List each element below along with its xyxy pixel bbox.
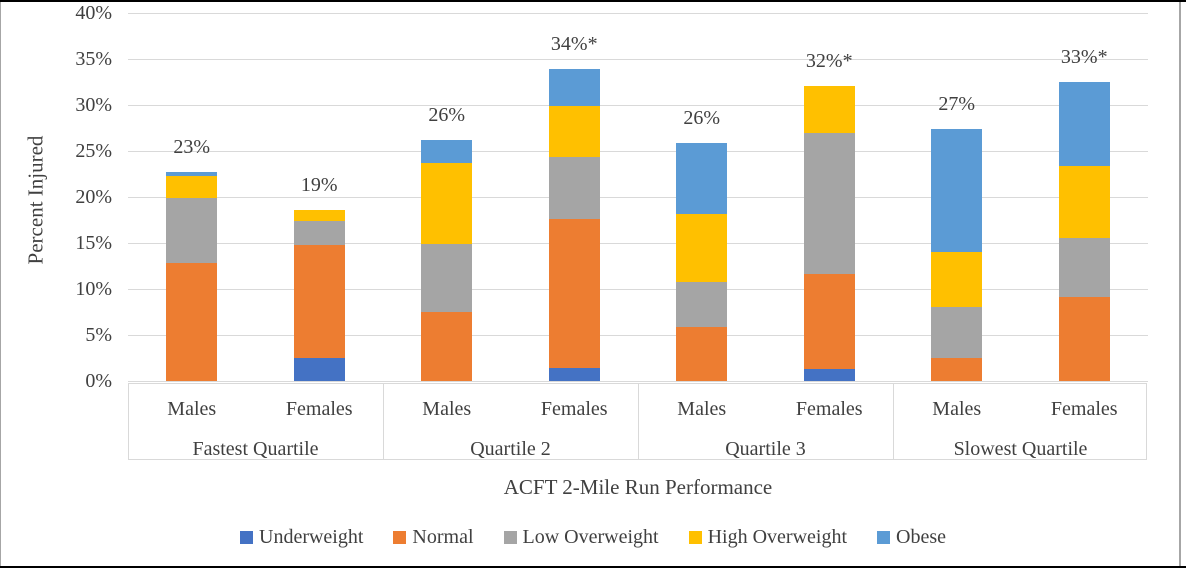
bar-total-label: 33%* bbox=[1060, 46, 1108, 68]
legend-label: Obese bbox=[896, 525, 946, 548]
y-tick-label: 20% bbox=[75, 186, 112, 208]
bar-segment-normal bbox=[931, 358, 983, 381]
figure-bottom-border bbox=[0, 566, 1186, 568]
bar-segment-high-overweight bbox=[548, 105, 600, 157]
y-tick-label: 25% bbox=[75, 140, 112, 162]
figure-left-border bbox=[0, 2, 1, 566]
bar-total-label: 23% bbox=[173, 136, 211, 159]
bar-total-label: 26% bbox=[683, 106, 721, 129]
group-label: Quartile 2 bbox=[470, 438, 551, 460]
y-tick-label: 0% bbox=[85, 370, 112, 392]
bar-segment-normal bbox=[548, 219, 600, 369]
category-group-divider bbox=[383, 383, 384, 460]
gridline bbox=[128, 151, 1148, 152]
legend-label: High Overweight bbox=[707, 525, 848, 548]
bar-segment-low-overweight bbox=[166, 197, 218, 264]
y-tick-label: 10% bbox=[75, 278, 112, 300]
legend-item-high-overweight: High Overweight bbox=[688, 525, 848, 549]
group-label: Quartile 3 bbox=[725, 438, 806, 460]
gridline bbox=[128, 197, 1148, 198]
bar-segment-obese bbox=[548, 69, 600, 106]
bar-segment-normal bbox=[676, 326, 728, 381]
bar-total-label: 19% bbox=[300, 173, 338, 196]
legend-swatch bbox=[393, 530, 407, 544]
gridline bbox=[128, 243, 1148, 244]
bar-segment-low-overweight bbox=[931, 307, 983, 358]
bar-segment-low-overweight bbox=[676, 281, 728, 327]
group-label: Fastest Quartile bbox=[192, 438, 319, 460]
bar-total-label: 32%* bbox=[805, 49, 853, 72]
bar-segment-normal bbox=[293, 244, 345, 358]
bar-segment-high-overweight bbox=[931, 252, 983, 308]
gridline bbox=[128, 13, 1148, 14]
category-label-males: Males bbox=[167, 398, 217, 420]
bar-total-label: 34%* bbox=[550, 33, 598, 56]
y-tick-label: 30% bbox=[75, 94, 112, 116]
bar-segment-low-overweight bbox=[803, 132, 855, 275]
category-label-females: Females bbox=[1050, 398, 1118, 420]
gridline bbox=[128, 289, 1148, 290]
legend-swatch bbox=[877, 530, 891, 544]
legend-label: Low Overweight bbox=[522, 525, 659, 548]
legend: Underweight Normal Low Overweight High Over… bbox=[0, 526, 1186, 548]
category-axis-box bbox=[128, 383, 1147, 460]
legend-swatch bbox=[240, 530, 253, 544]
bar-segment-high-overweight bbox=[676, 213, 728, 282]
bar-segment-low-overweight bbox=[548, 156, 600, 220]
y-tick-label: 15% bbox=[75, 232, 112, 254]
bar-segment-high-overweight bbox=[803, 85, 855, 133]
category-label-females: Females bbox=[285, 398, 353, 420]
bar-segment-obese bbox=[676, 142, 728, 214]
gridline bbox=[128, 59, 1148, 60]
legend-item-low-overweight: Low Overweight bbox=[503, 525, 659, 549]
bar-segment-obese bbox=[1058, 82, 1110, 166]
category-label-females: Females bbox=[795, 398, 863, 420]
y-tick-label: 35% bbox=[75, 48, 112, 70]
bar-segment-low-overweight bbox=[1058, 238, 1110, 298]
bar-segment-high-overweight bbox=[293, 209, 345, 221]
category-label-males: Males bbox=[422, 398, 472, 420]
category-label-males: Males bbox=[677, 398, 727, 420]
category-label-males: Males bbox=[932, 398, 982, 420]
bar-segment-obese bbox=[421, 139, 473, 163]
bar-segment-underweight bbox=[293, 358, 345, 381]
legend-item-obese: Obese bbox=[877, 526, 946, 549]
bar-segment-normal bbox=[803, 274, 855, 370]
legend-swatch bbox=[688, 530, 702, 544]
gridline bbox=[128, 105, 1148, 106]
legend-swatch bbox=[503, 530, 517, 544]
y-tick-label: 5% bbox=[85, 324, 112, 346]
bar-segment-underweight bbox=[548, 368, 600, 381]
legend-label: Underweight bbox=[259, 525, 364, 548]
gridline bbox=[128, 335, 1148, 336]
category-group-divider bbox=[893, 383, 894, 460]
bar-segment-low-overweight bbox=[293, 220, 345, 245]
bar-segment-obese bbox=[166, 172, 218, 176]
x-axis-title: ACFT 2-Mile Run Performance bbox=[503, 475, 773, 499]
group-label: Slowest Quartile bbox=[953, 438, 1088, 460]
bar-segment-low-overweight bbox=[421, 243, 473, 312]
y-tick-label: 40% bbox=[75, 2, 112, 24]
legend-item-normal: Normal bbox=[393, 525, 474, 549]
category-label-females: Females bbox=[540, 398, 608, 420]
bar-total-label: 26% bbox=[428, 103, 466, 126]
legend-item-underweight: Underweight bbox=[240, 526, 363, 549]
figure-right-border bbox=[1179, 2, 1181, 566]
figure-top-border bbox=[0, 0, 1186, 2]
bar-segment-high-overweight bbox=[421, 162, 473, 244]
gridline bbox=[128, 381, 1148, 382]
bar-segment-high-overweight bbox=[1058, 165, 1110, 239]
legend-label: Normal bbox=[412, 525, 474, 548]
bar-total-label: 27% bbox=[938, 92, 976, 115]
bar-segment-obese bbox=[931, 128, 983, 253]
bar-segment-normal bbox=[1058, 297, 1110, 381]
bar-segment-underweight bbox=[803, 369, 855, 381]
bar-segment-normal bbox=[421, 312, 473, 381]
bar-segment-high-overweight bbox=[166, 175, 218, 198]
bar-segment-normal bbox=[166, 263, 218, 381]
category-group-divider bbox=[638, 383, 639, 460]
